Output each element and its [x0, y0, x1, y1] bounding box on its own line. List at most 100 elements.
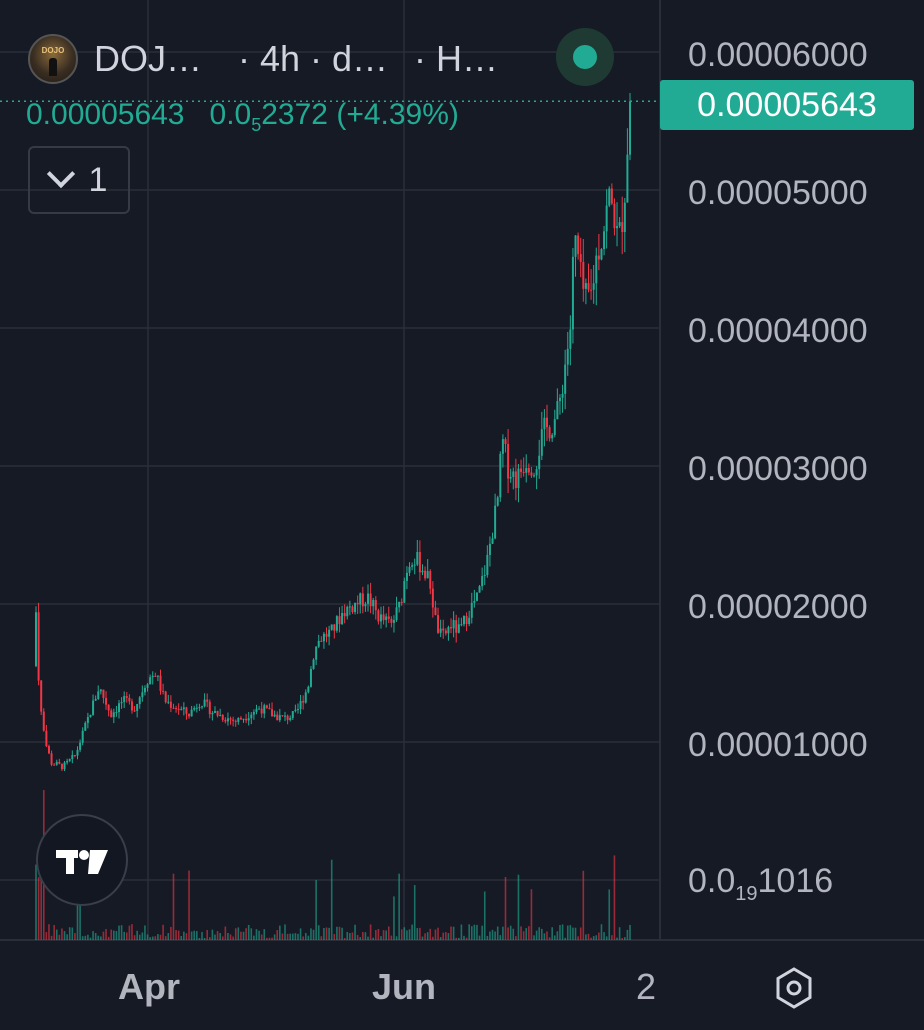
- volume-bar: [37, 877, 40, 940]
- candle-body: [265, 705, 268, 708]
- candle-body: [475, 592, 478, 601]
- candle-body: [136, 704, 139, 711]
- volume-bar: [268, 937, 271, 940]
- market-status-icon[interactable]: [556, 28, 614, 86]
- volume-bar: [110, 929, 113, 940]
- candle-body: [341, 613, 344, 625]
- exchange-label: · H…: [414, 38, 499, 79]
- volume-bar: [317, 925, 320, 940]
- candle-body: [102, 689, 105, 698]
- settings-icon[interactable]: [772, 966, 816, 1010]
- volume-bar: [325, 927, 328, 940]
- candle-body: [317, 640, 320, 647]
- candle-body: [289, 717, 292, 720]
- candle-body: [533, 475, 536, 477]
- symbol-header[interactable]: DOJO DOJ… · 4h · d… · H…: [28, 34, 499, 84]
- ohlc-legend: 0.00005643 0.052372 (+4.39%): [26, 98, 459, 136]
- volume-bar: [551, 927, 553, 940]
- volume-bar: [170, 926, 172, 940]
- volume-bar: [535, 930, 538, 940]
- candle-body: [71, 755, 74, 760]
- volume-bar: [240, 931, 242, 940]
- volume-bar: [102, 931, 105, 940]
- candle-body: [545, 417, 548, 428]
- volume-bar: [100, 936, 102, 940]
- volume-bar: [478, 935, 481, 940]
- y-axis-label: 0.00006000: [688, 36, 868, 74]
- candle-body: [185, 707, 188, 714]
- volume-bar: [258, 930, 260, 940]
- candle-body: [263, 705, 266, 714]
- candle-body: [361, 593, 364, 607]
- candle-body: [400, 601, 403, 603]
- candle-body: [169, 701, 172, 708]
- volume-bar: [470, 926, 473, 940]
- candle-body: [154, 675, 157, 677]
- candle-body: [395, 607, 398, 621]
- volume-bar: [408, 929, 411, 940]
- candle-body: [115, 712, 118, 714]
- volume-bar: [58, 934, 61, 940]
- candle-body: [198, 707, 201, 709]
- candle-body: [125, 696, 128, 698]
- volume-bar: [302, 936, 304, 940]
- volume-bar: [94, 933, 97, 940]
- candle-body: [315, 646, 318, 660]
- candle-body: [623, 202, 626, 232]
- candle-body: [385, 616, 388, 621]
- volume-bar: [180, 936, 183, 940]
- candle-body: [486, 554, 489, 576]
- volume-bar: [128, 925, 131, 940]
- volume-bar: [362, 931, 364, 940]
- volume-bar: [452, 926, 455, 940]
- candle-body: [211, 712, 214, 715]
- volume-bar: [528, 926, 530, 940]
- candle-body: [68, 759, 71, 761]
- candle-body: [577, 235, 580, 255]
- volume-bar: [520, 926, 522, 940]
- candle-body: [509, 476, 512, 479]
- volume-bar: [219, 933, 221, 940]
- volume-bar: [556, 931, 559, 940]
- volume-bar: [548, 937, 551, 940]
- volume-bar: [164, 936, 167, 940]
- volume-bar: [328, 927, 330, 940]
- candle-body: [242, 718, 245, 720]
- volume-bar: [63, 931, 66, 940]
- volume-bar: [450, 926, 452, 940]
- volume-bar: [577, 936, 579, 940]
- candle-body: [107, 704, 110, 711]
- volume-bar: [424, 933, 426, 940]
- tradingview-logo-icon[interactable]: [36, 814, 128, 906]
- volume-bar: [79, 888, 81, 940]
- timeframe-label: · 4h · d…: [238, 38, 389, 79]
- candle-body: [597, 255, 600, 260]
- volume-bar: [377, 929, 380, 940]
- candle-body: [421, 570, 424, 573]
- volume-bar: [203, 937, 206, 940]
- volume-bar: [255, 929, 258, 940]
- volume-bar: [374, 930, 377, 940]
- volume-bar: [343, 937, 346, 940]
- y-axis-label: 0.00001000: [688, 726, 868, 764]
- candle-body: [527, 467, 530, 473]
- volume-bar: [227, 932, 229, 940]
- candle-body: [582, 261, 585, 289]
- candle-body: [172, 707, 175, 709]
- volume-bar: [196, 931, 198, 940]
- volume-bar: [439, 937, 442, 940]
- collapse-indicators-button[interactable]: 1: [28, 146, 130, 214]
- candle-body: [307, 686, 310, 693]
- y-axis-label: 0.00003000: [688, 450, 868, 488]
- volume-bar: [338, 926, 341, 940]
- candle-body: [130, 701, 133, 711]
- candle-body: [600, 249, 603, 260]
- candle-body: [252, 711, 255, 715]
- symbol-name: DOJ…: [94, 38, 202, 79]
- candle-body: [245, 718, 248, 721]
- volume-bar: [234, 928, 237, 940]
- candle-body: [278, 715, 281, 721]
- volume-bar: [144, 925, 146, 940]
- volume-bar: [517, 874, 520, 940]
